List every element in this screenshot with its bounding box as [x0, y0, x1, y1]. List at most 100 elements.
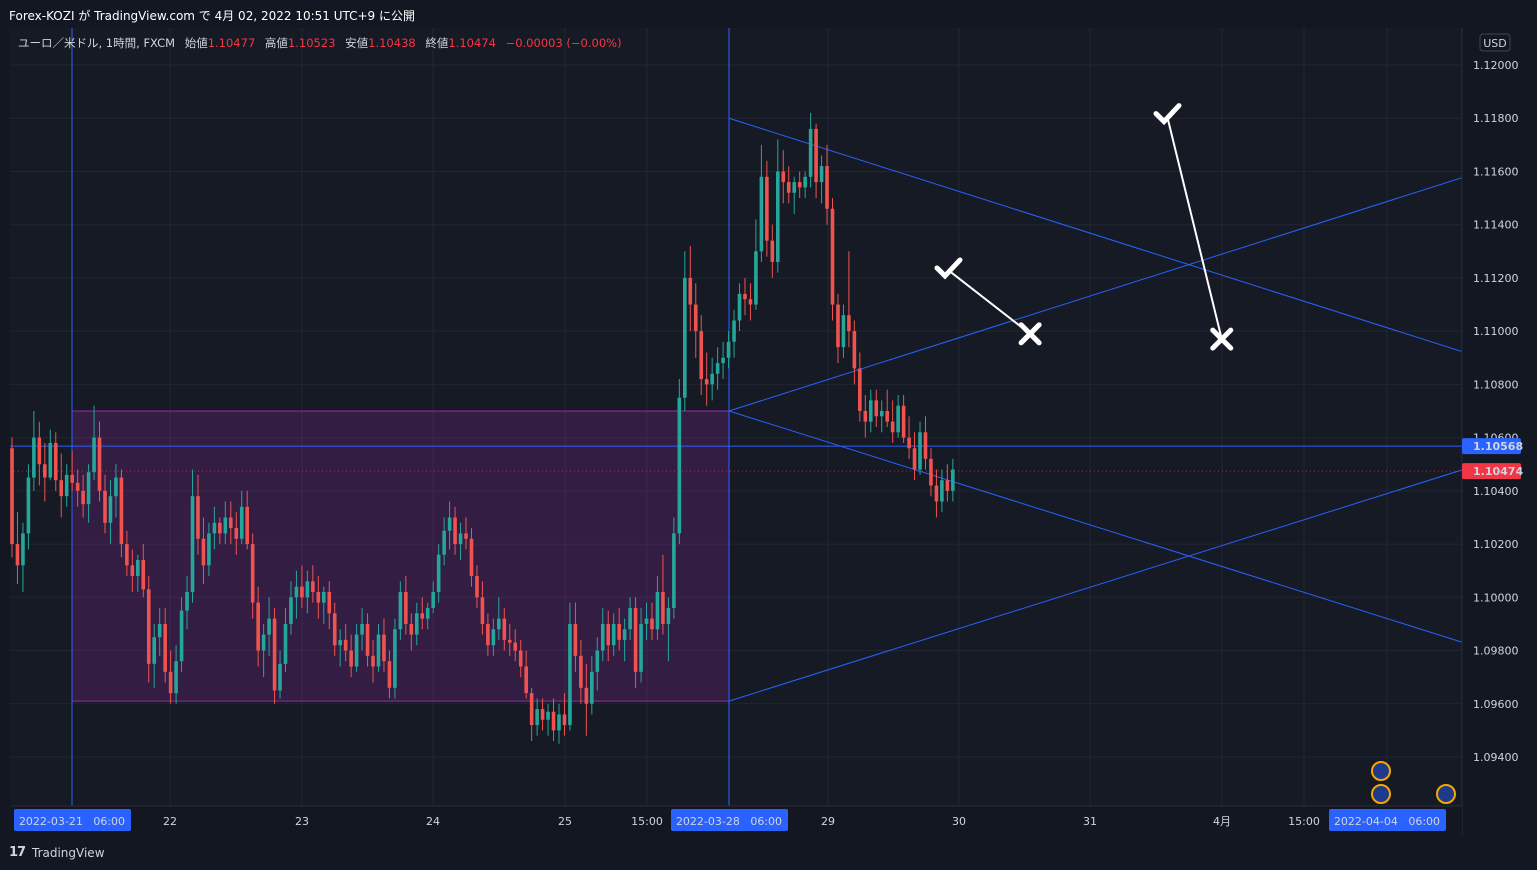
footer-bar: 17 TradingView [0, 837, 1537, 870]
horizontal-line-price-tag [1462, 438, 1521, 455]
check-mark-icon[interactable] [1153, 103, 1182, 126]
trade-path-line[interactable] [947, 269, 1031, 335]
candle-body [715, 363, 720, 374]
candle-body [136, 560, 140, 577]
brand-label: TradingView [32, 846, 105, 860]
y-tick-label: 1.11400 [1473, 219, 1519, 232]
candle-body [103, 490, 107, 523]
x-tick-label: 30 [952, 815, 966, 828]
candle-body [53, 442, 58, 481]
publish-header: Forex-KOZI が TradingView.com で 4月 02, 20… [0, 0, 1537, 28]
candle-body [513, 642, 518, 651]
publish-title: Forex-KOZI が TradingView.com で 4月 02, 20… [9, 9, 416, 23]
price-axis[interactable] [1462, 28, 1537, 836]
candle-body [584, 687, 589, 704]
candle-body [261, 634, 266, 651]
candle-body [650, 618, 654, 630]
y-tick-label: 1.10200 [1473, 538, 1519, 551]
candle-body [683, 277, 687, 398]
check-mark-icon[interactable] [934, 257, 963, 280]
candle-body [59, 480, 64, 497]
candle-body [267, 618, 271, 635]
low-label: 安値 [345, 36, 369, 50]
candle-body [256, 602, 260, 651]
trend-line[interactable] [728, 411, 1537, 702]
candle-body [278, 663, 282, 691]
candle-body [475, 576, 479, 598]
symbol-name[interactable]: ユーロ／米ドル, 1時間, FXCM [18, 36, 176, 50]
candle-body [223, 517, 228, 534]
candle-body [64, 474, 69, 497]
high-value: 1.10523 [287, 36, 336, 50]
candle-body [825, 166, 829, 209]
eu-flag-event-icon[interactable] [1371, 784, 1391, 804]
candle-body [529, 693, 534, 726]
y-tick-label: 1.11200 [1473, 272, 1519, 285]
candle-body [863, 411, 868, 422]
candle-body [382, 634, 386, 662]
candle-body [376, 634, 381, 667]
y-tick-label: 1.10000 [1473, 591, 1519, 604]
candle-body [590, 671, 594, 704]
cross-mark-icon[interactable] [1018, 322, 1042, 346]
candle-body [606, 623, 611, 646]
candle-body [152, 637, 157, 664]
candle-body [15, 544, 20, 566]
candle-body [497, 618, 501, 630]
candle-body [491, 629, 496, 646]
trend-line[interactable] [728, 410, 1537, 701]
candle-body [436, 554, 441, 592]
trend-line[interactable] [728, 118, 1537, 412]
candle-body [453, 517, 457, 545]
candle-body [672, 533, 676, 608]
candle-body [360, 623, 364, 635]
candle-body [726, 341, 731, 358]
candle-body [557, 714, 561, 731]
close-label: 終値 [425, 36, 449, 50]
candle-body [633, 607, 638, 672]
candle-body [464, 533, 468, 539]
candle-body [732, 320, 736, 342]
candle-body [168, 671, 173, 694]
cross-mark-icon[interactable] [1210, 327, 1234, 351]
candle-body [354, 634, 359, 667]
candle-body [229, 517, 233, 529]
time-axis-highlight [671, 809, 788, 831]
candle-body [748, 299, 753, 305]
candle-body [628, 607, 632, 630]
candle-body [830, 208, 835, 305]
candle-body [70, 474, 74, 483]
last-price-tag-label: 1.10474 [1473, 465, 1523, 478]
y-tick-label: 1.11800 [1473, 112, 1519, 125]
candle-body [114, 477, 118, 497]
candle-body [163, 623, 167, 672]
y-tick-label: 1.09400 [1473, 751, 1519, 764]
trade-path-line[interactable] [1166, 115, 1223, 340]
candle-body [327, 591, 332, 614]
currency-button[interactable] [1479, 33, 1511, 52]
low-value: 1.10438 [368, 36, 416, 50]
us-flag-event-icon[interactable] [1371, 761, 1391, 781]
candle-body [595, 650, 600, 672]
eu-flag-event-icon[interactable] [1436, 784, 1456, 804]
candle-body [776, 171, 780, 262]
candle-body [300, 586, 304, 598]
candle-body [792, 182, 797, 193]
candle-body [524, 666, 528, 694]
candle-body [245, 506, 250, 545]
candle-body [879, 411, 884, 417]
trend-line[interactable] [728, 117, 1537, 411]
candle-body [912, 448, 917, 470]
x-tick-label: 4月 [1213, 815, 1231, 828]
candle-body [710, 373, 714, 385]
candle-body [655, 591, 660, 630]
x-tick-label: 23 [295, 815, 309, 828]
candle-body [157, 623, 162, 638]
x-tick-label: 22 [163, 815, 177, 828]
candle-body [518, 650, 523, 667]
candle-body [321, 591, 326, 603]
candle-body [874, 400, 879, 417]
candle-body [404, 591, 408, 624]
candle-body [486, 623, 490, 646]
